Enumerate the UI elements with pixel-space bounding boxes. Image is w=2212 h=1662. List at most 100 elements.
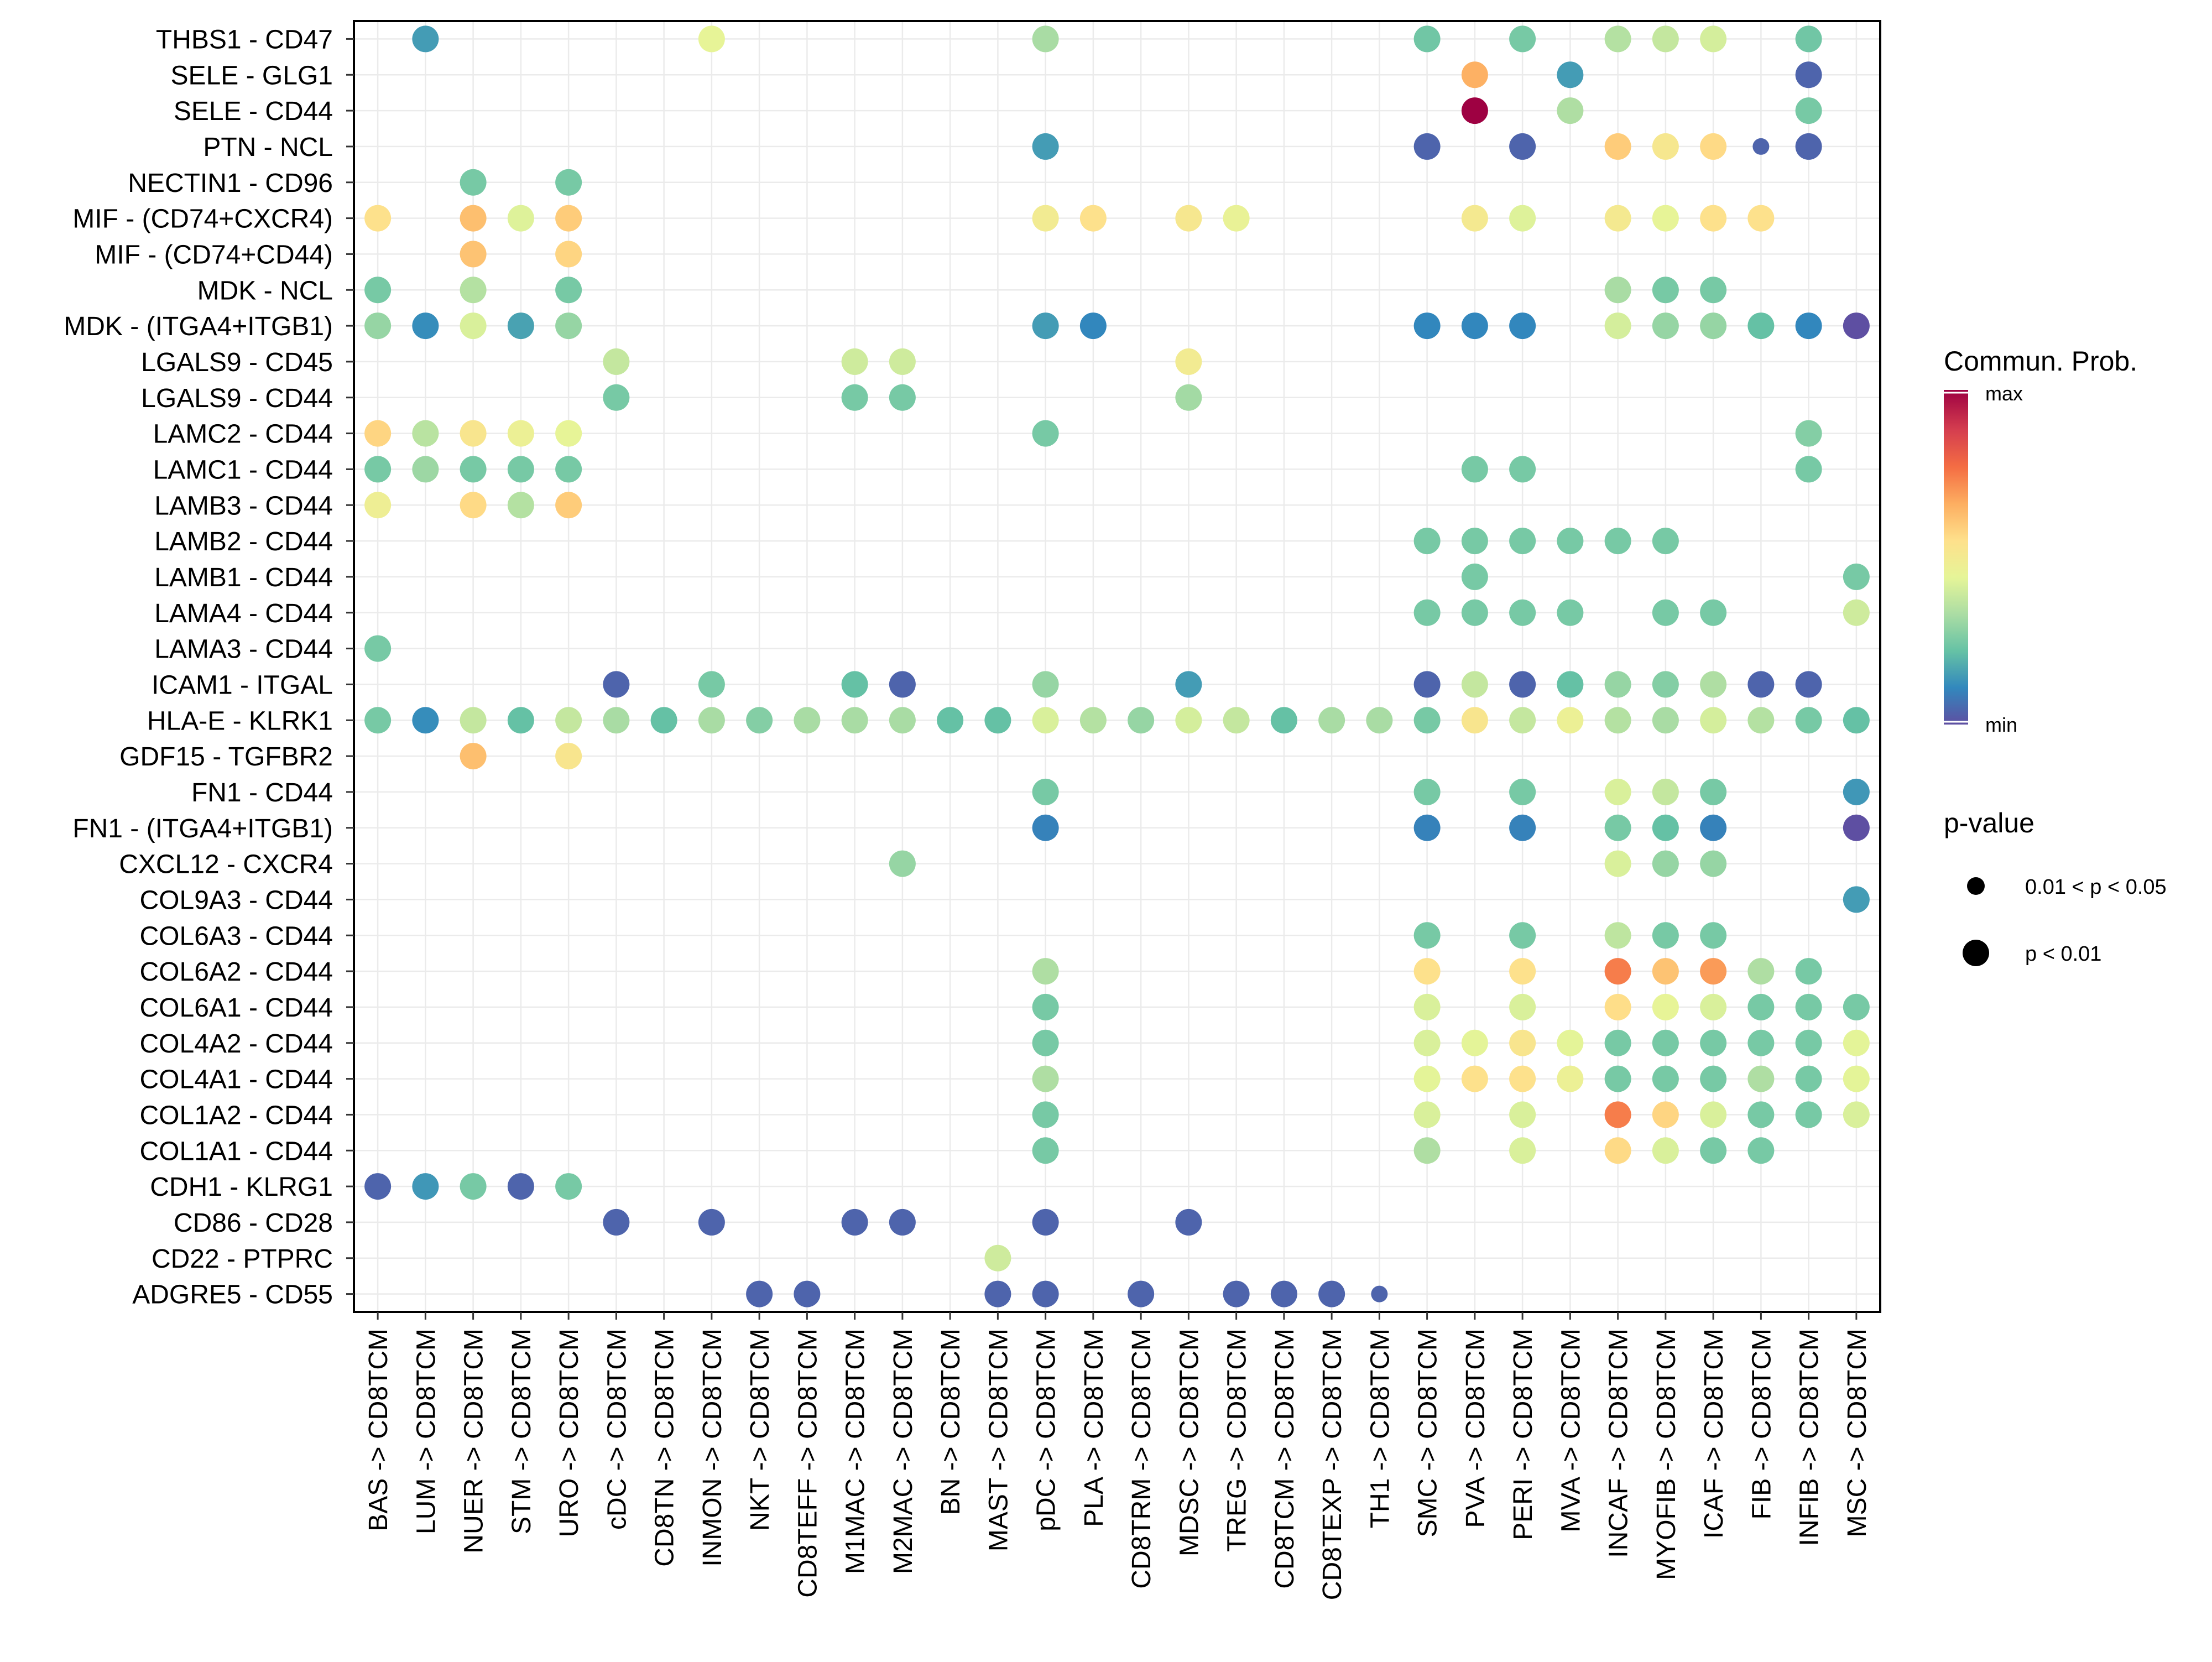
interaction-point: [1652, 599, 1679, 626]
interaction-point: [1843, 1065, 1870, 1092]
interaction-point: [1557, 1029, 1584, 1056]
interaction-point: [1557, 707, 1584, 734]
interaction-point: [1795, 25, 1822, 53]
interaction-point: [1604, 25, 1631, 53]
interaction-point: [1509, 814, 1536, 841]
interaction-point: [1604, 814, 1631, 841]
interaction-point: [1843, 707, 1870, 734]
interaction-point: [1509, 993, 1536, 1020]
interaction-point: [984, 1280, 1011, 1307]
interaction-point: [1700, 1029, 1727, 1056]
interaction-point: [412, 420, 439, 447]
interaction-point: [1318, 707, 1345, 734]
interaction-point: [460, 420, 487, 447]
y-tick-label: MDK - (ITGA4+ITGB1): [64, 312, 333, 341]
interaction-point: [1747, 1137, 1775, 1164]
interaction-point: [1652, 1101, 1679, 1128]
interaction-point: [1413, 25, 1441, 53]
interaction-point: [1461, 599, 1488, 626]
interaction-point: [1700, 205, 1727, 232]
interaction-point: [1413, 707, 1441, 734]
interaction-point: [460, 707, 487, 734]
interaction-point: [412, 1173, 439, 1200]
interaction-point: [364, 312, 392, 340]
interaction-point: [1843, 1101, 1870, 1128]
interaction-point: [1604, 778, 1631, 805]
interaction-point: [1604, 1101, 1631, 1128]
interaction-point: [555, 205, 582, 232]
interaction-point: [1413, 133, 1441, 160]
interaction-point: [364, 707, 392, 734]
interaction-point: [1032, 1280, 1059, 1307]
x-tick-label: NUER -> CD8TCM: [460, 1328, 489, 1554]
interaction-point: [1795, 993, 1822, 1020]
y-tick-label: MDK - NCL: [197, 276, 333, 305]
interaction-point: [1461, 1065, 1488, 1092]
interaction-point: [555, 1173, 582, 1200]
interaction-point: [460, 169, 487, 196]
legend: Commun. Prob. max min p-value 0.01 < p <…: [1944, 346, 2167, 966]
interaction-point: [1509, 25, 1536, 53]
interaction-point: [794, 1280, 821, 1307]
interaction-point: [1843, 563, 1870, 590]
x-tick-label: TREG -> CD8TCM: [1223, 1328, 1252, 1552]
interaction-point: [1509, 922, 1536, 949]
interaction-point: [1795, 958, 1822, 985]
interaction-point: [1652, 814, 1679, 841]
interaction-point: [841, 1208, 868, 1236]
y-tick-label: CD22 - PTPRC: [152, 1244, 333, 1274]
interaction-point: [1747, 312, 1775, 340]
x-tick-label: INMON -> CD8TCM: [698, 1328, 727, 1567]
points-layer: [364, 25, 1870, 1307]
interaction-point: [1557, 61, 1584, 88]
interaction-point: [1509, 671, 1536, 698]
y-tick-label: GDF15 - TGFBR2: [119, 742, 333, 772]
interaction-point: [364, 492, 392, 519]
interaction-point: [889, 707, 916, 734]
interaction-point: [1509, 205, 1536, 232]
interaction-point: [1270, 707, 1297, 734]
x-axis: BAS -> CD8TCM LUM -> CD8TCM NUER -> CD8TCM…: [364, 1312, 1872, 1600]
panel-border: [353, 20, 1881, 1313]
interaction-point: [412, 25, 439, 53]
interaction-point: [1700, 778, 1727, 805]
interaction-point: [1461, 97, 1488, 124]
interaction-point: [937, 707, 964, 734]
interaction-point: [1795, 671, 1822, 698]
y-tick-label: COL1A1 - CD44: [140, 1137, 333, 1166]
interaction-point: [1747, 1065, 1775, 1092]
interaction-point: [1413, 1065, 1441, 1092]
interaction-point: [507, 707, 534, 734]
interaction-point: [1604, 958, 1631, 985]
interaction-point: [460, 743, 487, 770]
interaction-point: [1557, 528, 1584, 555]
interaction-point: [1795, 456, 1822, 483]
interaction-point: [1413, 814, 1441, 841]
interaction-point: [1604, 922, 1631, 949]
interaction-point: [1652, 1029, 1679, 1056]
interaction-point: [1509, 958, 1536, 985]
x-tick-label: MSC -> CD8TCM: [1843, 1328, 1872, 1537]
y-tick-label: LGALS9 - CD44: [141, 384, 333, 413]
y-tick-label: LGALS9 - CD45: [141, 348, 333, 377]
interaction-point: [1700, 814, 1727, 841]
y-tick-label: PTN - NCL: [203, 133, 333, 162]
y-tick-label: COL6A3 - CD44: [140, 921, 333, 951]
interaction-point: [1223, 205, 1250, 232]
interaction-point: [1557, 599, 1584, 626]
interaction-point: [1509, 456, 1536, 483]
interaction-point: [698, 671, 725, 698]
y-tick-label: LAMB3 - CD44: [154, 491, 333, 520]
interaction-point: [1413, 312, 1441, 340]
interaction-point: [698, 707, 725, 734]
interaction-point: [1652, 528, 1679, 555]
interaction-point: [889, 850, 916, 877]
interaction-point: [1032, 707, 1059, 734]
interaction-point: [1557, 671, 1584, 698]
interaction-point: [1461, 707, 1488, 734]
interaction-point: [1461, 312, 1488, 340]
interaction-point: [460, 492, 487, 519]
interaction-point: [1700, 1101, 1727, 1128]
y-tick-label: LAMA3 - CD44: [154, 635, 333, 664]
